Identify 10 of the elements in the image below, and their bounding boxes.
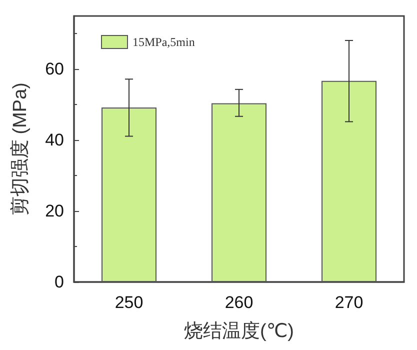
y-axis-title: 剪切强度 (MPa) (9, 82, 31, 216)
x-tick-label: 260 (224, 293, 254, 312)
x-tick-label: 270 (334, 293, 364, 312)
y-tick-label: 40 (45, 130, 64, 150)
y-tick-label: 0 (54, 272, 64, 292)
x-tick-label: 250 (114, 293, 144, 312)
y-tick-label: 60 (45, 60, 64, 79)
y-tick-label: 20 (45, 202, 64, 221)
legend-label: 15MPa,5min (132, 35, 195, 49)
x-axis-title: 烧结温度(℃) (184, 320, 294, 342)
